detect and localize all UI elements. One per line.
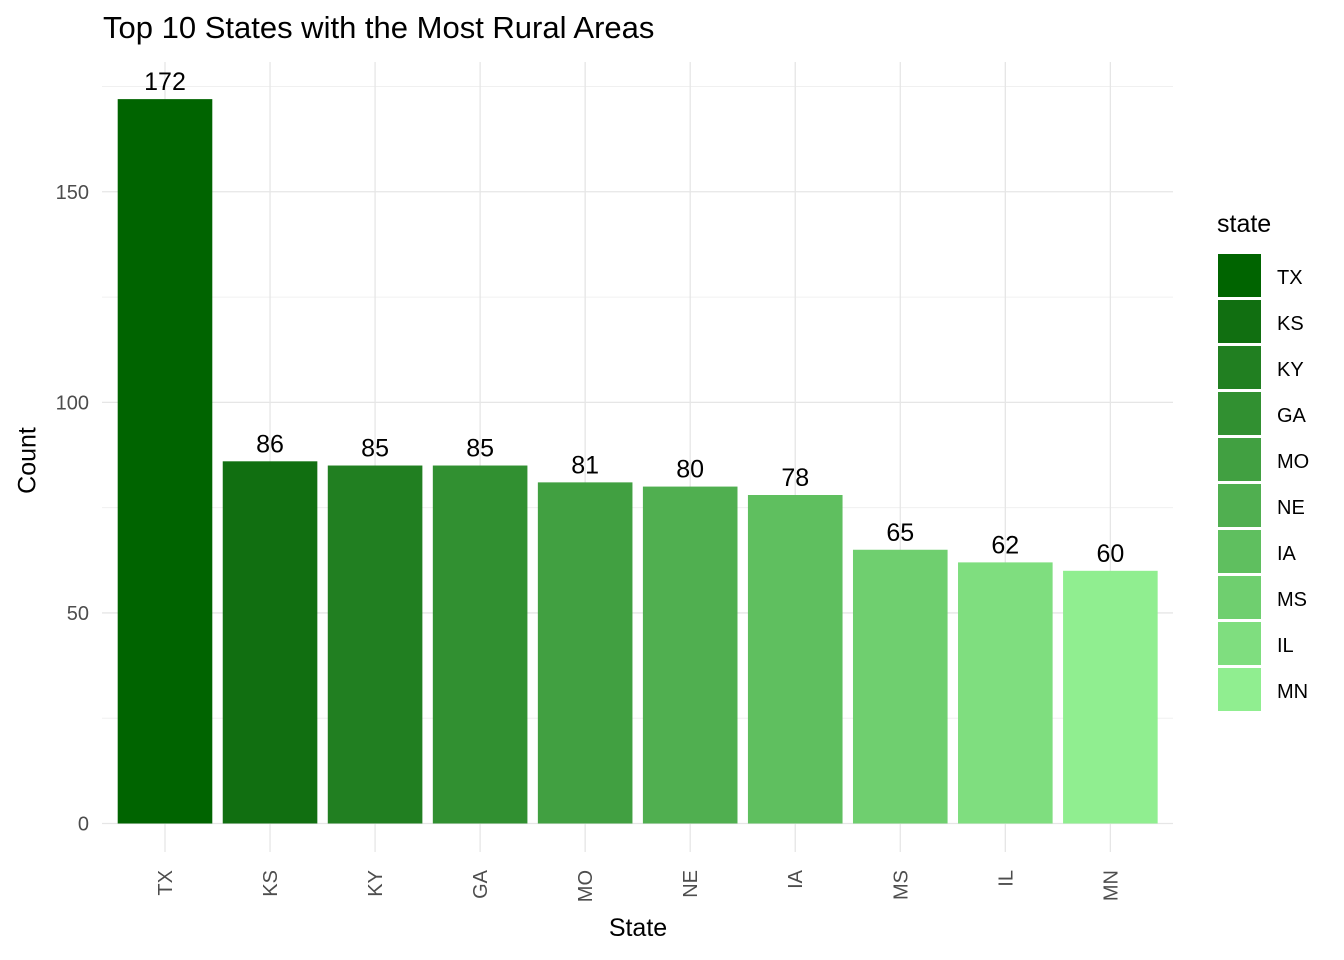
legend-label: NE (1277, 497, 1305, 519)
data-label: 60 (1096, 540, 1124, 568)
x-tick-label: GA (470, 869, 492, 899)
bar-mo (537, 482, 633, 824)
y-tick-label: 100 (56, 392, 89, 414)
x-tick-label: KY (365, 870, 387, 897)
x-tick-label: MS (890, 870, 912, 900)
x-tick-label: TX (155, 870, 177, 896)
data-label: 172 (144, 68, 186, 96)
data-label: 78 (781, 464, 809, 492)
legend-label: IL (1277, 635, 1294, 657)
bar-ne (642, 486, 738, 824)
legend-key-tx (1218, 254, 1261, 297)
legend-label: IA (1277, 543, 1297, 565)
x-tick-label: KS (260, 870, 282, 897)
x-tick-label: IL (995, 870, 1017, 887)
legend-key-ks (1218, 300, 1261, 343)
bar-tx (117, 99, 213, 824)
x-axis-label: State (608, 914, 668, 942)
y-tick-label: 50 (67, 603, 89, 625)
legend-label: KY (1277, 359, 1304, 381)
legend-key-mo (1218, 438, 1261, 481)
bar-il (958, 562, 1053, 824)
legend-key-ky (1218, 346, 1261, 389)
legend-label: MO (1277, 451, 1309, 473)
data-label: 80 (676, 456, 704, 484)
data-label: 62 (991, 531, 1019, 559)
x-tick-label: NE (680, 870, 702, 898)
legend-key-il (1218, 622, 1261, 665)
legend-key-ia (1218, 530, 1261, 573)
legend-label: GA (1277, 405, 1307, 427)
bar-ky (327, 465, 423, 824)
bar-mn (1063, 570, 1158, 824)
legend-key-ne (1218, 484, 1261, 527)
data-label: 85 (466, 435, 494, 463)
legend-label: MS (1277, 589, 1307, 611)
y-tick-label: 0 (78, 814, 89, 836)
x-tick-label: IA (785, 869, 807, 889)
chart-title: Top 10 States with the Most Rural Areas (103, 10, 655, 45)
bar-ks (222, 461, 318, 824)
bar-ms (852, 549, 948, 824)
data-label: 81 (571, 451, 599, 479)
legend-key-ga (1218, 392, 1261, 435)
data-label: 85 (361, 435, 389, 463)
y-tick-label: 150 (56, 182, 89, 204)
legend-label: KS (1277, 313, 1304, 335)
legend-key-mn (1218, 668, 1261, 711)
data-label: 65 (886, 519, 914, 547)
legend-label: MN (1277, 681, 1308, 703)
x-tick-label: MN (1100, 870, 1122, 901)
bar-ia (747, 495, 843, 824)
x-tick-label: MO (575, 870, 597, 902)
data-label: 86 (256, 430, 284, 458)
legend-label: TX (1277, 267, 1303, 289)
legend-title: state (1217, 210, 1272, 238)
bar-ga (432, 465, 528, 824)
legend-key-ms (1218, 576, 1261, 619)
